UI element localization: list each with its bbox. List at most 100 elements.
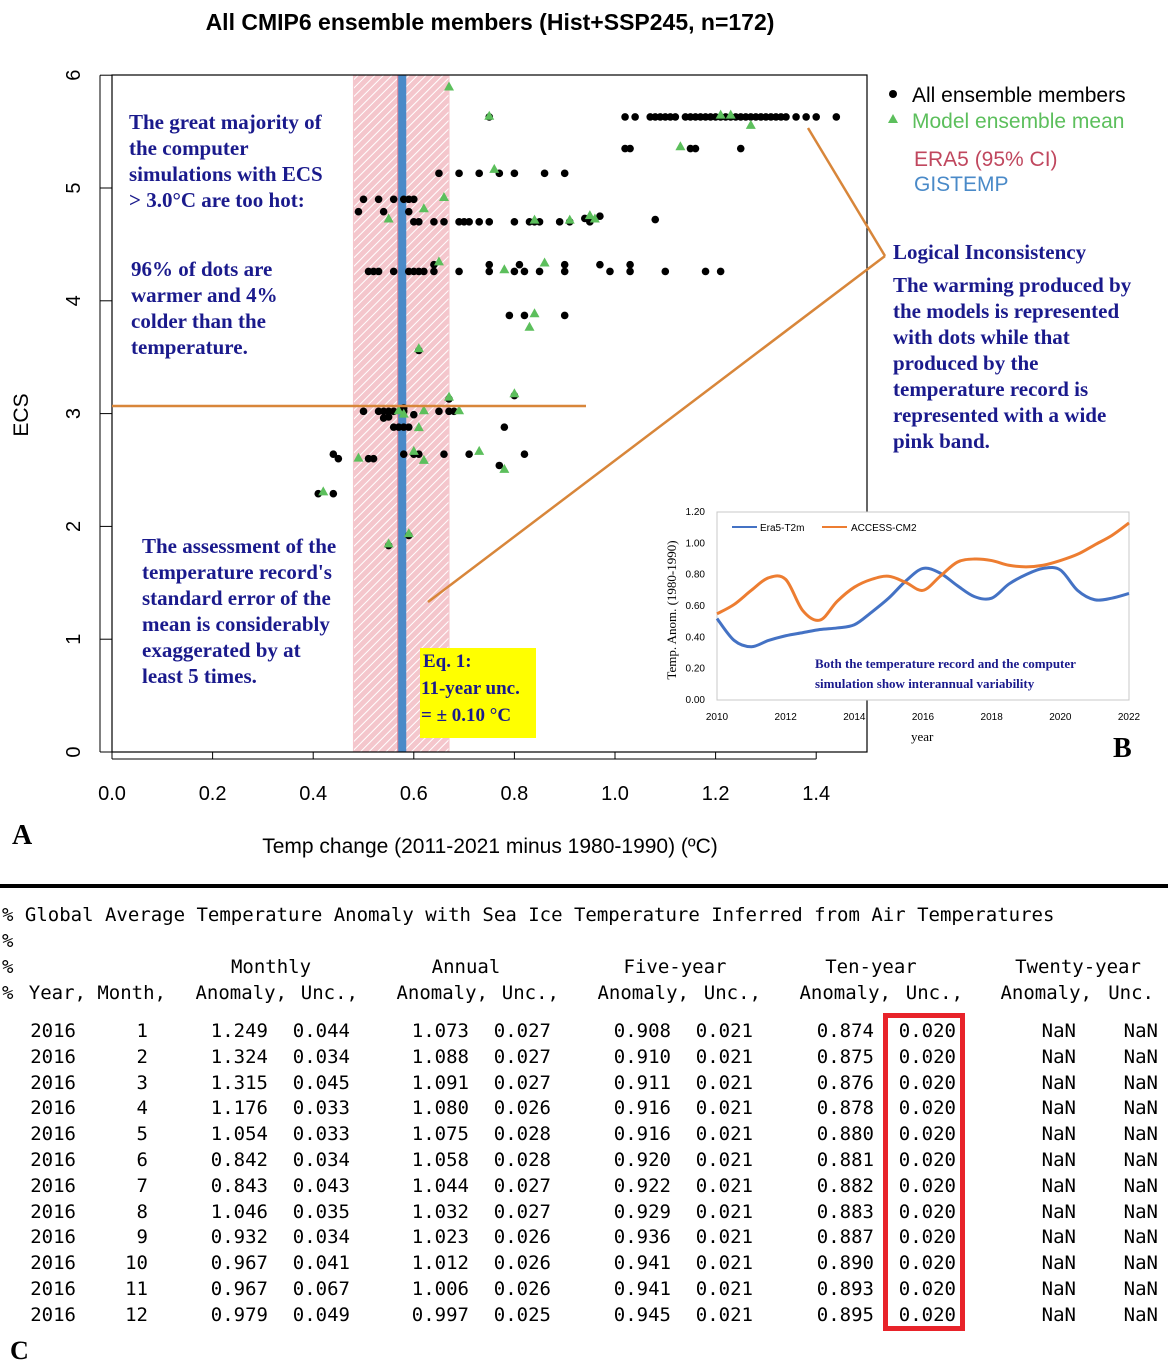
table-cell: 1.044	[411, 1174, 469, 1197]
ensemble-mean-point	[509, 388, 520, 398]
eq-line2: = ± 0.10 °C	[421, 705, 511, 726]
table-cell: 1.080	[411, 1097, 469, 1120]
ensemble-member-point	[475, 169, 483, 178]
table-cell: 0.021	[695, 1123, 753, 1146]
table-cell: 0.049	[292, 1303, 350, 1326]
ensemble-mean-point	[433, 256, 444, 266]
table-cell: 0.910	[613, 1045, 671, 1068]
table-cell: NaN	[1041, 1097, 1076, 1120]
ensemble-member-point	[520, 450, 529, 459]
ensemble-member-point	[621, 113, 629, 121]
table-cell: 2016	[30, 1071, 76, 1094]
table-cell: 0.880	[816, 1123, 874, 1146]
annotation-logical-body: The warming produced by the models is re…	[893, 273, 1132, 453]
table-cell: 0.874	[816, 1020, 874, 1042]
table-cell: NaN	[1123, 1174, 1158, 1197]
ensemble-member-point	[399, 450, 408, 459]
ensemble-member-point	[314, 489, 323, 498]
table-cell: 0.021	[695, 1200, 753, 1223]
legend-era5-t2m: Era5-T2m	[760, 523, 804, 534]
table-cell: 0.911	[613, 1071, 671, 1094]
legend-mean-marker	[888, 114, 898, 123]
legend-access-cm2: ACCESS-CM2	[851, 523, 917, 534]
ensemble-member-point	[560, 260, 569, 269]
legend-gistemp: GISTEMP	[914, 173, 1009, 196]
inset-y-tick-label: 0.20	[686, 664, 706, 675]
table-cell: NaN	[1041, 1200, 1076, 1223]
inset-x-tick-label: 2022	[1118, 712, 1141, 723]
inset-x-tick-label: 2016	[912, 712, 935, 723]
ensemble-member-point	[359, 407, 368, 416]
ensemble-member-point	[661, 267, 670, 276]
table-cell: 0.020	[898, 1020, 956, 1042]
ensemble-member-point	[560, 311, 569, 320]
table-cell: 0.041	[292, 1252, 350, 1275]
table-cell: NaN	[1041, 1303, 1076, 1326]
ensemble-member-point	[495, 461, 504, 470]
table-cell: 2016	[30, 1045, 76, 1068]
column-header: Month,	[97, 982, 166, 1004]
table-cell: 0.020	[898, 1045, 956, 1068]
annotation-logical-title: Logical Inconsistency	[893, 240, 1087, 264]
annotation-assessment: The assessment of the temperature record…	[142, 534, 337, 688]
ensemble-member-point	[359, 195, 368, 204]
ensemble-mean-point	[529, 214, 540, 224]
access-cm2-line	[716, 521, 1130, 622]
table-cell: 2016	[30, 1020, 76, 1042]
table-cell: 0.043	[292, 1174, 350, 1197]
table-cell: 0.045	[292, 1071, 350, 1094]
ensemble-mean-point	[589, 213, 600, 223]
ensemble-member-point	[435, 169, 443, 178]
table-cell: 0.020	[898, 1200, 956, 1223]
ensemble-mean-point	[383, 213, 394, 223]
ensemble-mean-point	[539, 257, 550, 267]
ensemble-mean-point	[418, 405, 429, 415]
panel-letter-a: A	[12, 820, 33, 851]
ensemble-member-point	[596, 212, 604, 220]
table-cell: 0.020	[898, 1278, 956, 1300]
ensemble-member-point	[520, 311, 529, 320]
table-cell: 1.054	[210, 1123, 268, 1146]
inset-frame	[716, 511, 1130, 701]
ensemble-member-point	[792, 113, 800, 121]
legend-era5: ERA5 (95% CI)	[914, 148, 1058, 171]
table-cell: 4	[136, 1097, 148, 1120]
column-header: Anomaly,	[597, 982, 689, 1004]
panel-letter-b: B	[1113, 733, 1132, 764]
x-tick-label: 0.6	[400, 783, 428, 805]
table-cell: 0.067	[292, 1278, 350, 1300]
y-tick-label: 5	[63, 182, 85, 193]
table-cell: 1.032	[411, 1200, 469, 1223]
table-comment-3: %	[2, 982, 14, 1004]
table-cell: 0.035	[292, 1200, 350, 1223]
ensemble-member-point	[379, 207, 388, 216]
table-cell: 0.027	[493, 1020, 551, 1042]
table-cell: 0.941	[613, 1252, 671, 1275]
ensemble-member-point	[455, 267, 463, 276]
ensemble-member-point	[701, 267, 710, 276]
ensemble-member-point	[832, 113, 841, 121]
table-cell: 0.932	[210, 1226, 268, 1249]
table-cell: 0.021	[695, 1097, 753, 1120]
table-cell: 0.842	[210, 1149, 268, 1171]
eq-line1: 11-year unc.	[421, 678, 520, 699]
table-cell: 0.027	[493, 1045, 551, 1068]
ensemble-mean-point	[499, 463, 510, 473]
column-header: Unc.	[1108, 982, 1154, 1004]
table-cell: 0.929	[613, 1200, 671, 1223]
table-cell: NaN	[1041, 1020, 1076, 1042]
group-header: Monthly	[230, 956, 312, 978]
column-header: Anomaly,	[799, 982, 891, 1004]
table-cell: NaN	[1123, 1303, 1158, 1326]
ensemble-mean-point	[474, 445, 485, 455]
table-cell: 0.026	[493, 1097, 551, 1120]
ecs-scatter-chart: All CMIP6 ensemble members (Hist+SSP245,…	[10, 9, 1126, 858]
ensemble-member-point	[455, 169, 463, 178]
inset-x-tick-label: 2014	[843, 712, 866, 723]
ensemble-member-point	[329, 450, 338, 459]
table-cell: 2016	[30, 1174, 76, 1197]
table-cell: 0.887	[816, 1226, 874, 1249]
table-cell: 0.044	[292, 1020, 350, 1042]
group-header: Five-year	[623, 956, 727, 978]
ensemble-member-point	[560, 267, 569, 276]
